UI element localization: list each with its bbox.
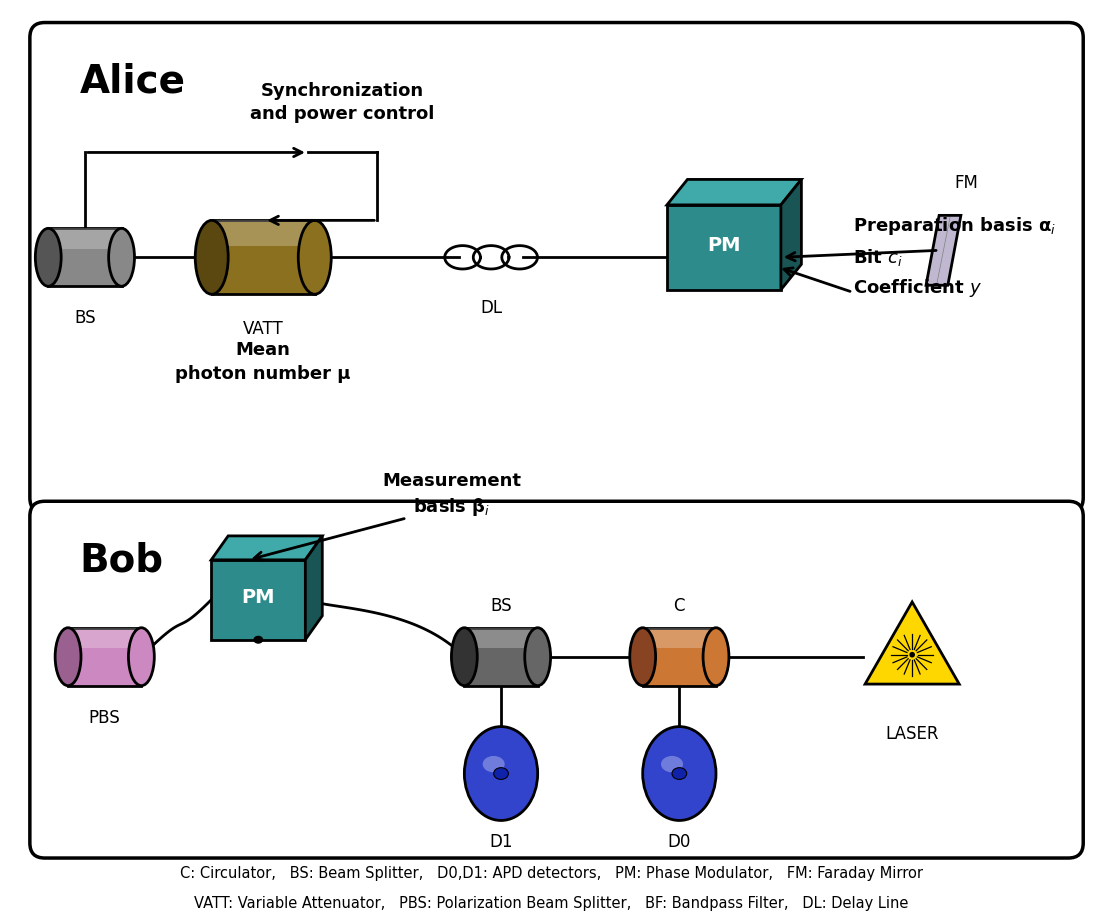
Polygon shape xyxy=(48,229,121,249)
Text: C: Circulator,   BS: Beam Splitter,   D0,D1: APD detectors,   PM: Phase Modulato: C: Circulator, BS: Beam Splitter, D0,D1:… xyxy=(180,866,922,881)
Polygon shape xyxy=(68,628,141,648)
Text: Bob: Bob xyxy=(79,541,163,579)
Text: FM: FM xyxy=(954,174,979,193)
Text: PM: PM xyxy=(708,236,741,254)
Ellipse shape xyxy=(253,636,263,644)
Text: PBS: PBS xyxy=(89,709,121,727)
Polygon shape xyxy=(464,628,538,686)
Polygon shape xyxy=(927,216,961,285)
FancyBboxPatch shape xyxy=(30,22,1083,513)
Polygon shape xyxy=(212,220,314,294)
Polygon shape xyxy=(464,628,538,648)
Ellipse shape xyxy=(451,628,478,686)
Ellipse shape xyxy=(524,628,551,686)
Text: DL: DL xyxy=(480,300,502,317)
Text: Alice: Alice xyxy=(79,63,186,100)
Text: C: C xyxy=(673,597,685,615)
Polygon shape xyxy=(865,602,959,684)
FancyBboxPatch shape xyxy=(30,502,1083,858)
Text: PM: PM xyxy=(241,588,276,608)
Polygon shape xyxy=(642,628,715,648)
Text: D1: D1 xyxy=(489,833,513,851)
Ellipse shape xyxy=(36,229,61,286)
Polygon shape xyxy=(642,628,715,686)
Ellipse shape xyxy=(661,756,683,773)
Ellipse shape xyxy=(493,768,509,779)
Ellipse shape xyxy=(196,220,228,294)
Polygon shape xyxy=(667,205,781,290)
Ellipse shape xyxy=(56,628,81,686)
Text: Mean
photon number μ: Mean photon number μ xyxy=(176,341,351,383)
Text: VATT: VATT xyxy=(243,320,283,338)
Ellipse shape xyxy=(909,652,915,657)
Ellipse shape xyxy=(642,727,715,821)
Text: Measurement
basis β$_i$: Measurement basis β$_i$ xyxy=(382,472,521,518)
Ellipse shape xyxy=(129,628,154,686)
Text: VATT: Variable Attenuator,   PBS: Polarization Beam Splitter,   BF: Bandpass Fil: VATT: Variable Attenuator, PBS: Polariza… xyxy=(193,896,908,911)
Polygon shape xyxy=(211,560,306,640)
Ellipse shape xyxy=(298,220,331,294)
Ellipse shape xyxy=(630,628,655,686)
Ellipse shape xyxy=(672,768,687,779)
Polygon shape xyxy=(48,229,121,286)
Text: D0: D0 xyxy=(668,833,691,851)
Polygon shape xyxy=(781,180,801,290)
Polygon shape xyxy=(68,628,141,686)
Text: LASER: LASER xyxy=(885,725,939,742)
Ellipse shape xyxy=(464,727,538,821)
Text: BS: BS xyxy=(74,309,96,327)
Text: Synchronization
and power control: Synchronization and power control xyxy=(250,82,434,124)
Polygon shape xyxy=(211,536,322,560)
Polygon shape xyxy=(306,536,322,640)
Ellipse shape xyxy=(482,756,504,773)
Polygon shape xyxy=(667,180,801,205)
Ellipse shape xyxy=(109,229,134,286)
Text: BS: BS xyxy=(490,597,512,615)
Ellipse shape xyxy=(703,628,729,686)
Polygon shape xyxy=(212,220,314,246)
Text: Preparation basis α$_i$
Bit $c_i$
Coefficient $y$: Preparation basis α$_i$ Bit $c_i$ Coeffi… xyxy=(853,215,1057,300)
